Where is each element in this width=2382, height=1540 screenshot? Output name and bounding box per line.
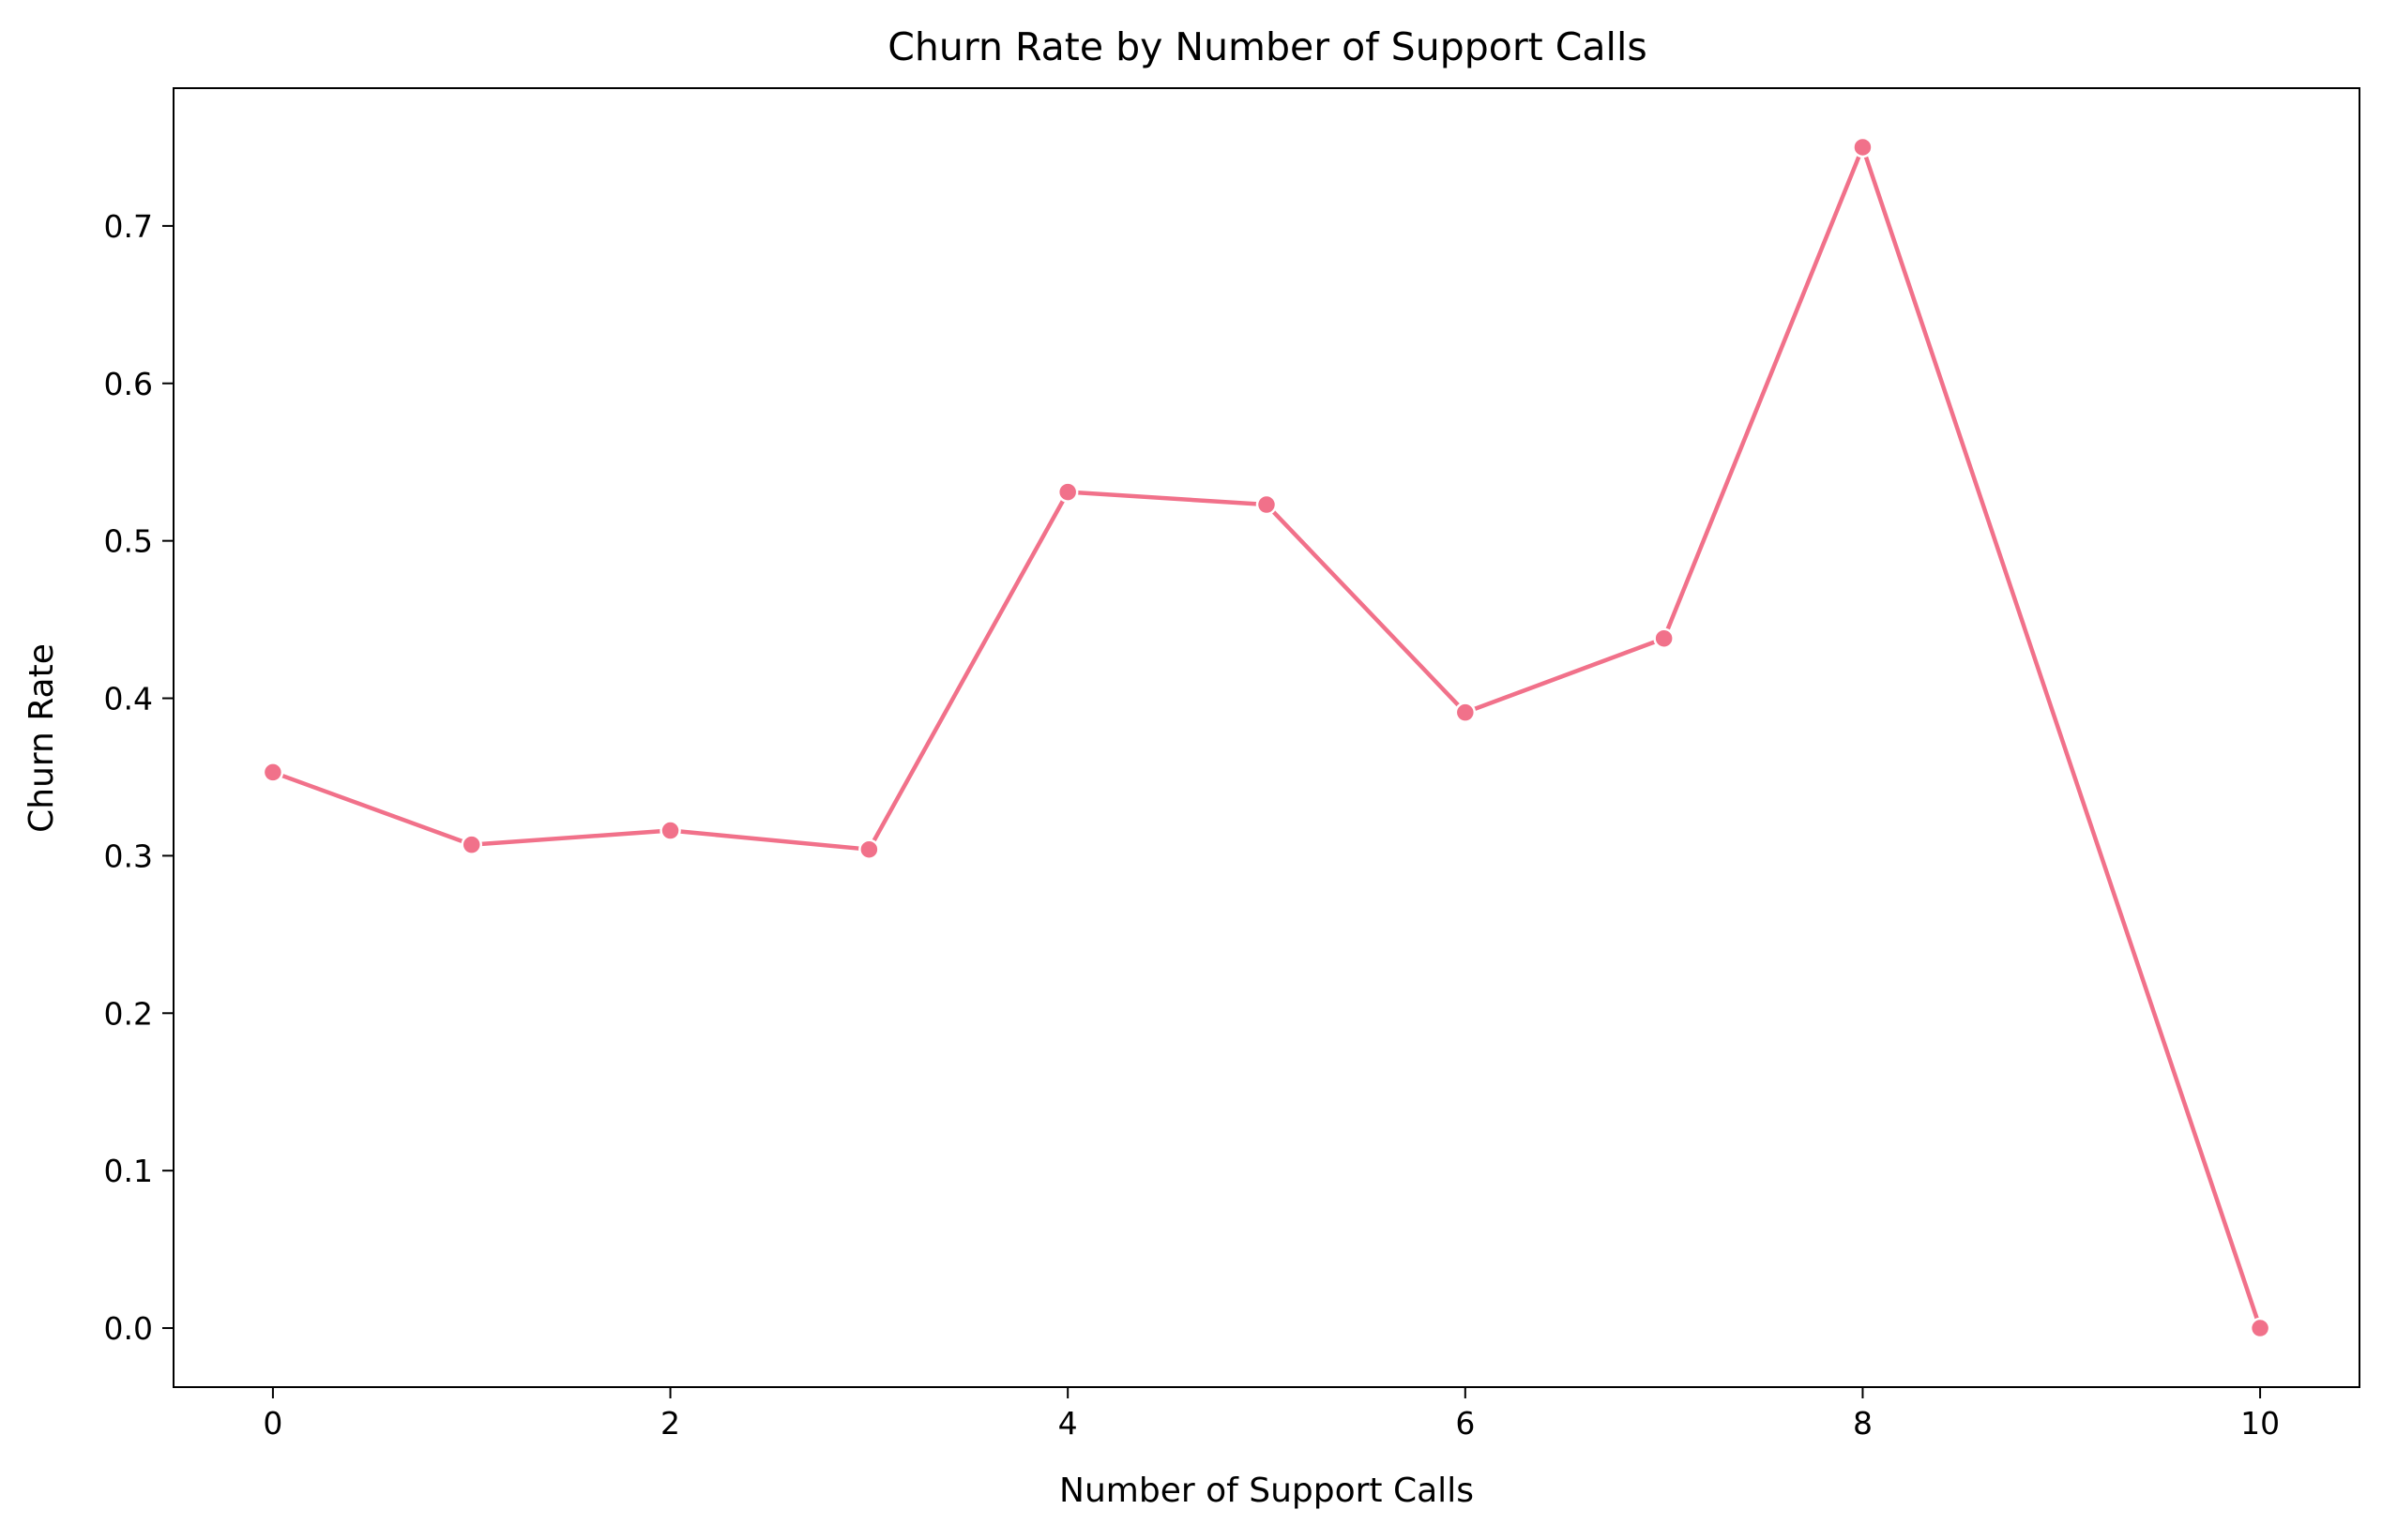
y-tick-label: 0.1: [104, 1153, 153, 1189]
y-tick-label: 0.2: [104, 995, 153, 1032]
y-tick-label: 0.7: [104, 208, 153, 245]
data-point: [1852, 136, 1874, 159]
data-point: [1653, 627, 1675, 649]
x-tick-label: 10: [2240, 1405, 2280, 1442]
x-tick-label: 2: [660, 1405, 680, 1442]
x-axis-label: Number of Support Calls: [1059, 1472, 1474, 1510]
data-point: [2249, 1317, 2271, 1339]
x-axis-ticks: 0 2 4 6 8 10: [263, 1387, 2280, 1442]
y-tick-label: 0.5: [104, 523, 153, 560]
data-point: [1454, 702, 1477, 723]
x-tick-label: 6: [1455, 1405, 1475, 1442]
x-tick-label: 8: [1853, 1405, 1873, 1442]
data-point: [660, 820, 681, 841]
y-tick-label: 0.0: [104, 1310, 153, 1347]
y-tick-label: 0.4: [104, 681, 153, 717]
data-point: [1056, 481, 1079, 503]
data-point: [858, 838, 880, 860]
data-point: [461, 834, 482, 855]
x-tick-label: 0: [263, 1405, 282, 1442]
y-tick-label: 0.3: [104, 838, 153, 874]
x-tick-label: 4: [1058, 1405, 1078, 1442]
y-axis-ticks: 0.0 0.1 0.2 0.3 0.4 0.5 0.6 0.7: [104, 208, 174, 1347]
chart-title: Churn Rate by Number of Support Calls: [888, 24, 1646, 69]
series-line: [270, 144, 2263, 1331]
series-points: [262, 136, 2271, 1339]
y-axis-label: Churn Rate: [23, 643, 61, 833]
data-point: [262, 762, 284, 783]
y-tick-label: 0.6: [104, 366, 153, 402]
plot-area-frame: [173, 87, 2360, 1388]
data-point: [1255, 493, 1278, 516]
